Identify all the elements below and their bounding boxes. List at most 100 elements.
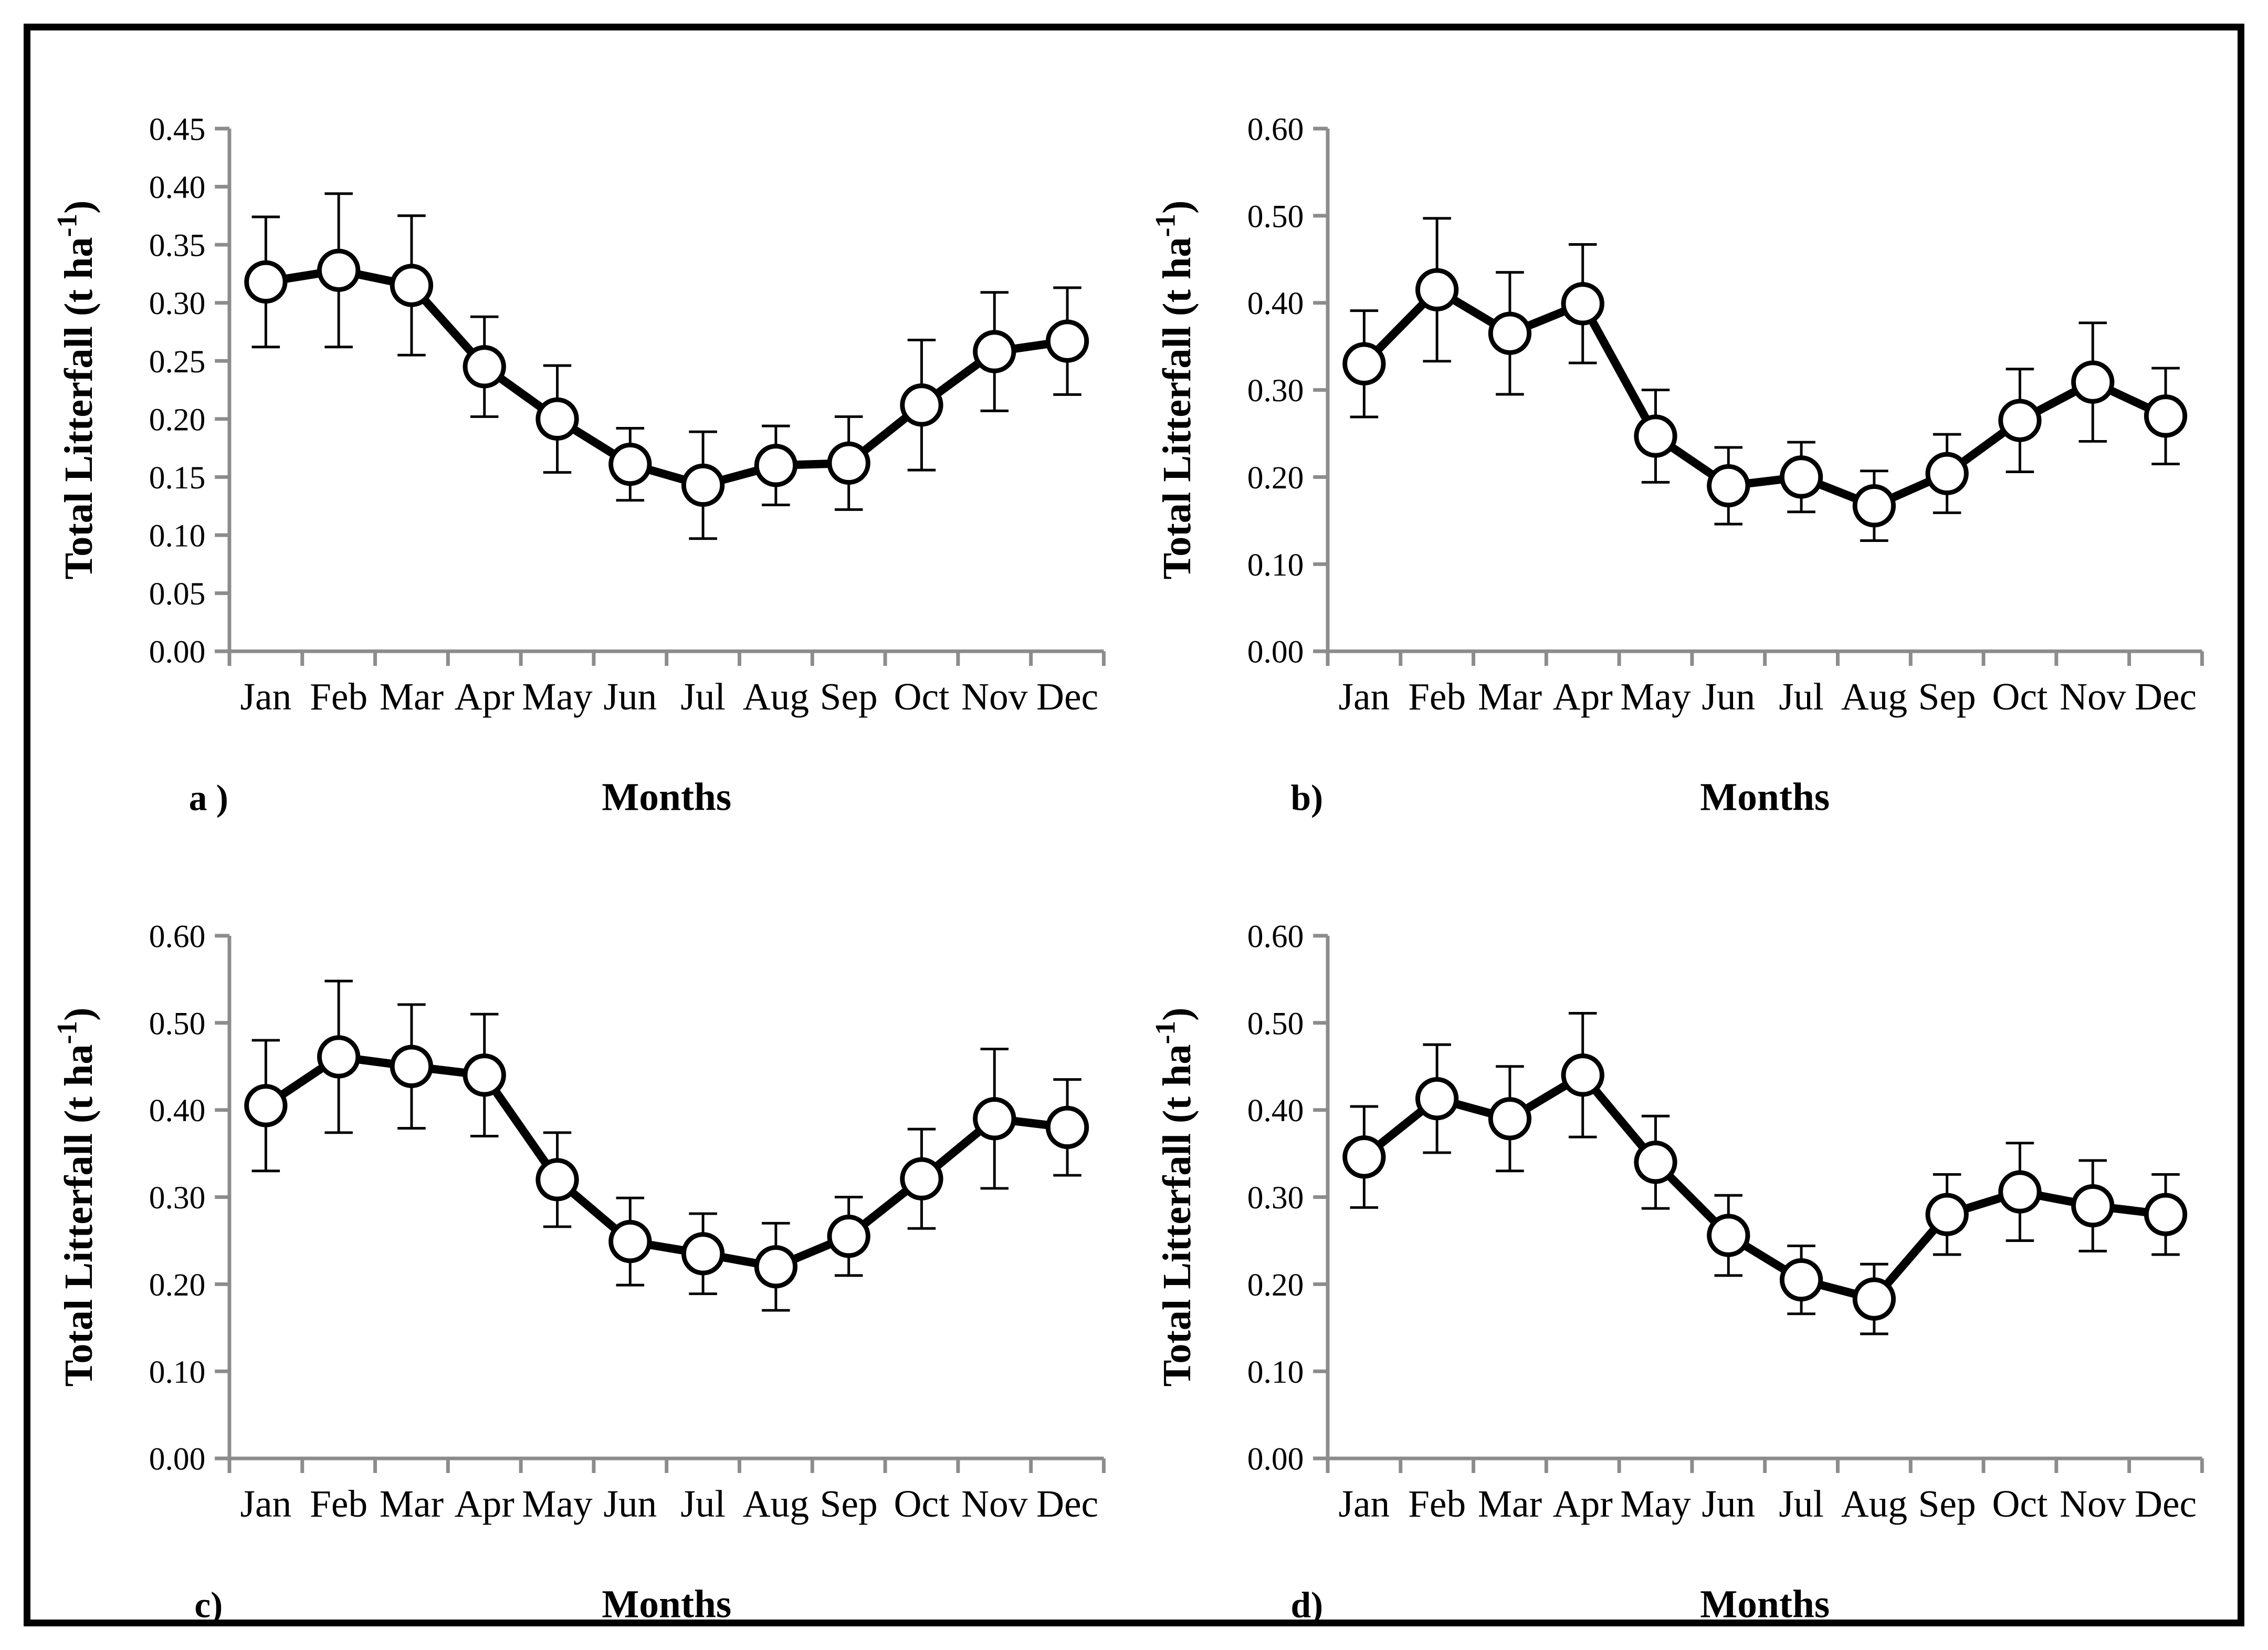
month-label: Feb xyxy=(310,1482,368,1525)
month-label: Feb xyxy=(310,675,368,718)
panel-letter: d) xyxy=(1290,1585,1323,1626)
y-tick-label: 0.40 xyxy=(149,1093,206,1129)
month-label: Oct xyxy=(894,675,949,718)
data-point-marker xyxy=(1415,268,1459,311)
month-label: Oct xyxy=(894,1482,949,1525)
month-label: Apr xyxy=(455,675,514,718)
data-point-marker xyxy=(754,444,798,487)
data-point-marker xyxy=(608,1220,652,1263)
x-axis-title: Months xyxy=(1700,1583,1830,1626)
data-point-marker xyxy=(900,1157,943,1201)
y-tick-label: 0.40 xyxy=(1247,286,1304,321)
data-point-marker xyxy=(2144,1193,2188,1237)
month-label: Jun xyxy=(1702,1482,1755,1525)
x-axis-title: Months xyxy=(1700,776,1830,819)
month-label: Jul xyxy=(1779,1482,1824,1525)
series-line xyxy=(1360,285,2170,510)
data-point-marker xyxy=(1045,1105,1089,1150)
data-point-marker xyxy=(463,345,506,389)
month-label: Aug xyxy=(1841,1482,1907,1525)
data-point-marker xyxy=(2071,360,2115,404)
month-label: Aug xyxy=(1841,675,1907,718)
month-label: Jul xyxy=(680,1482,726,1525)
data-point-marker xyxy=(317,248,361,292)
y-tick-label: 0.20 xyxy=(149,402,206,437)
month-label: Jul xyxy=(1779,675,1824,718)
data-point-marker xyxy=(608,442,652,486)
month-label: Jun xyxy=(603,675,657,718)
month-label: Jul xyxy=(680,675,726,718)
y-tick-label: 0.35 xyxy=(149,228,206,264)
month-label: Nov xyxy=(2060,1482,2126,1525)
data-point-marker xyxy=(827,1215,870,1258)
y-tick-label: 0.60 xyxy=(1247,111,1304,147)
month-label: May xyxy=(522,675,593,718)
chart-c: 0.00 0.10 0.20 0.30 0.40 0.50 0.60 Jan Feb Mar Apr… xyxy=(51,919,1106,1626)
month-label: Jan xyxy=(1338,675,1390,718)
data-point-marker xyxy=(1707,1214,1750,1257)
y-tick-label: 0.30 xyxy=(1247,1180,1304,1216)
panel-d: 0.00 0.10 0.20 0.30 0.40 0.50 0.60 Jan Feb Mar Apr… xyxy=(1144,869,2227,1639)
data-point-marker xyxy=(1488,1097,1532,1141)
data-point-marker xyxy=(1634,414,1677,458)
month-label: Dec xyxy=(1036,1482,1098,1525)
panel-letter: c) xyxy=(194,1585,223,1626)
month-label: Aug xyxy=(743,1482,809,1525)
y-tick-label: 0.10 xyxy=(1247,547,1304,583)
month-label: Dec xyxy=(2135,1482,2197,1525)
month-label: Dec xyxy=(1036,675,1098,718)
chart-b: 0.00 0.10 0.20 0.30 0.40 0.50 0.60 Jan Feb Mar Apr… xyxy=(1150,111,2204,819)
month-label: Jan xyxy=(240,1482,291,1525)
month-label: Jun xyxy=(603,1482,657,1525)
y-tick-label: 0.00 xyxy=(1247,634,1304,670)
data-point-marker xyxy=(317,1035,361,1079)
month-label: Sep xyxy=(1918,675,1976,718)
month-label: Jan xyxy=(240,675,291,718)
month-label: Jun xyxy=(1702,675,1755,718)
y-tick-label: 0.20 xyxy=(149,1267,206,1303)
data-point-marker xyxy=(1342,342,1386,385)
data-point-marker xyxy=(390,264,434,307)
y-tick-label: 0.10 xyxy=(1247,1354,1304,1390)
series-line xyxy=(261,266,1072,489)
month-label: Apr xyxy=(1553,1482,1613,1525)
panel-b: 0.00 0.10 0.20 0.30 0.40 0.50 0.60 Jan Feb Mar Apr… xyxy=(1144,62,2227,832)
data-point-marker xyxy=(1707,464,1750,508)
x-axis-title: Months xyxy=(602,1583,731,1626)
y-tick-label: 0.40 xyxy=(149,170,206,205)
panel-letter: b) xyxy=(1290,778,1323,819)
y-tick-label: 0.10 xyxy=(149,1354,206,1390)
y-tick-label: 0.25 xyxy=(149,344,206,380)
month-label: Nov xyxy=(961,1482,1028,1525)
data-point-marker xyxy=(1342,1135,1386,1179)
data-point-marker xyxy=(390,1045,434,1089)
y-tick-label: 0.10 xyxy=(149,518,206,554)
data-point-marker xyxy=(2071,1184,2115,1228)
y-tick-label: 0.00 xyxy=(1247,1442,1304,1477)
y-tick-label: 0.30 xyxy=(149,286,206,321)
panel-c: 0.00 0.10 0.20 0.30 0.40 0.50 0.60 Jan Feb Mar Apr… xyxy=(46,869,1129,1639)
data-point-marker xyxy=(681,1232,725,1276)
month-label: Oct xyxy=(1992,675,2048,718)
y-tick-label: 0.00 xyxy=(149,634,206,670)
panel-letter: a ) xyxy=(189,778,228,819)
month-label: Nov xyxy=(2060,675,2126,718)
chart-a: 0.00 0.05 0.10 0.15 0.20 0.25 0.30 0.35 0.40 0.45… xyxy=(51,111,1106,819)
y-tick-label: 0.30 xyxy=(149,1180,206,1216)
month-label: May xyxy=(1620,675,1691,718)
data-point-marker xyxy=(1779,1258,1823,1302)
data-point-marker xyxy=(754,1245,798,1289)
panel-a: 0.00 0.05 0.10 0.15 0.20 0.25 0.30 0.35 0.40 0.45… xyxy=(46,62,1129,832)
month-label: Feb xyxy=(1408,675,1466,718)
month-label: Apr xyxy=(1553,675,1613,718)
y-tick-label: 0.20 xyxy=(1247,460,1304,496)
data-point-marker xyxy=(244,1084,288,1127)
y-tick-label: 0.50 xyxy=(149,1006,206,1041)
data-point-marker xyxy=(973,1097,1016,1141)
data-point-marker xyxy=(1561,282,1604,326)
data-point-marker xyxy=(1488,311,1532,355)
data-point-marker xyxy=(1852,484,1896,528)
y-tick-label: 0.60 xyxy=(1247,919,1304,955)
month-label: May xyxy=(522,1482,593,1525)
